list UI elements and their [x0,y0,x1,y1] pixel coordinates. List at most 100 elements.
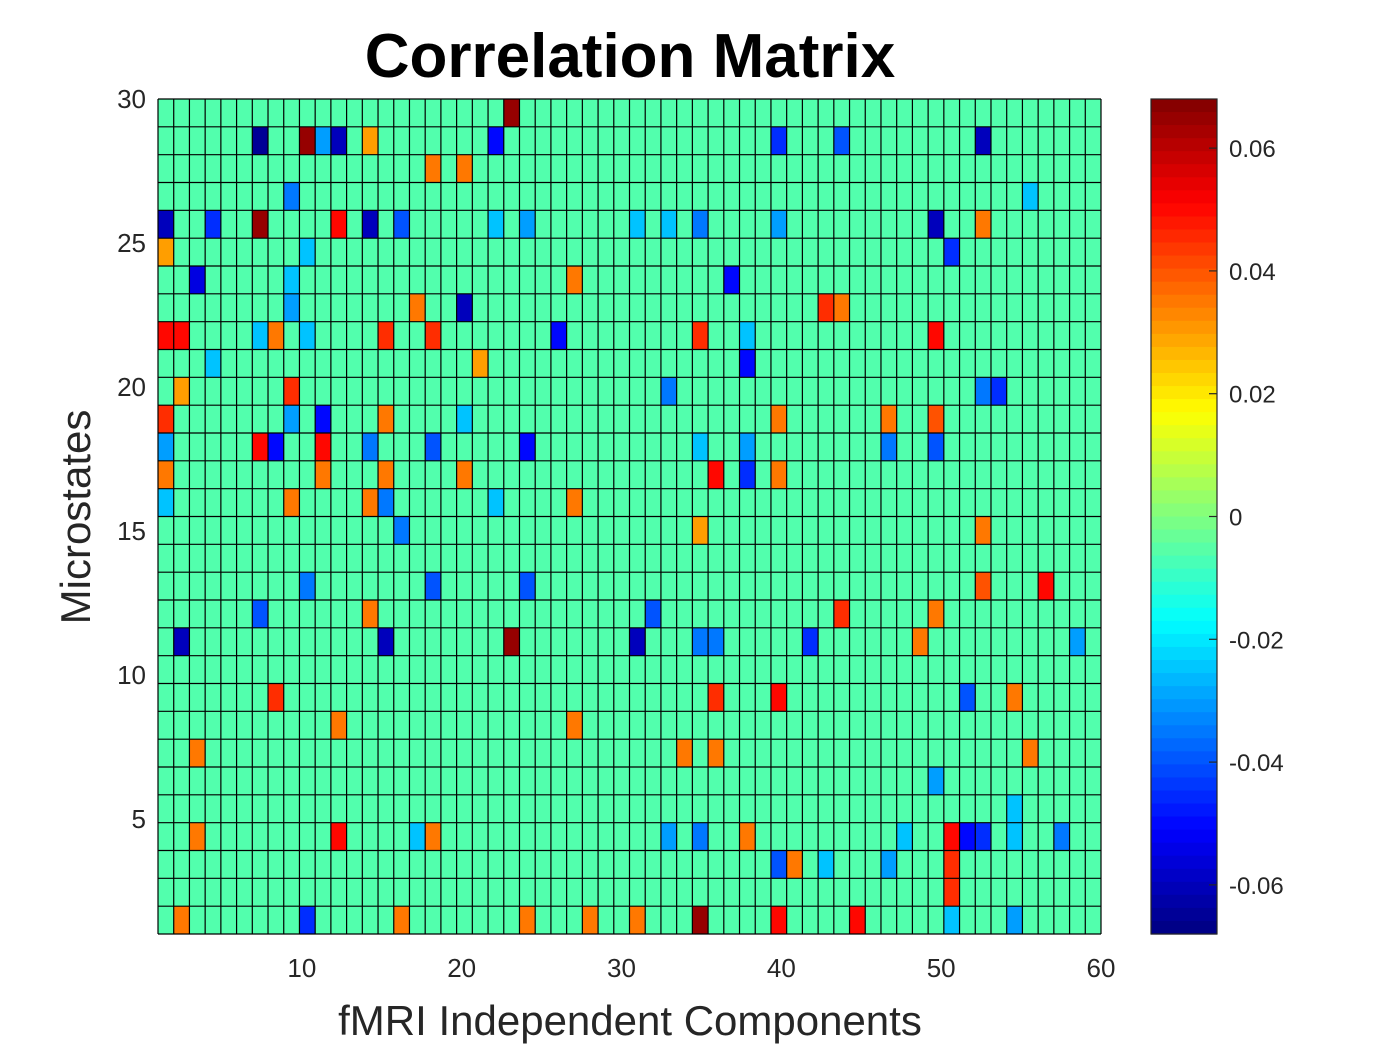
heatmap-cell [252,321,269,350]
colorbar-segment [1151,842,1217,857]
heatmap-cell [660,822,677,851]
heatmap-cell [739,321,756,350]
heatmap-cell [928,600,944,628]
heatmap-cell [833,293,850,322]
colorbar-segment [1151,920,1217,935]
colorbar-segment [1151,412,1217,426]
colorbar-segment [1151,216,1217,231]
colorbar-segment [1151,177,1217,191]
heatmap-cell [315,405,331,433]
heatmap-cell [943,238,960,266]
colorbar-segment [1151,190,1217,204]
colorbar-segment [1151,529,1217,544]
heatmap-cell [880,405,897,433]
heatmap-cell [975,210,991,239]
heatmap-cell [928,210,944,239]
colorbar-segment [1151,99,1217,113]
heatmap-cell [519,572,536,600]
heatmap-cell [252,433,269,461]
colorbar-segment [1151,686,1217,700]
heatmap-cell [330,126,347,155]
heatmap-cell [692,906,709,934]
heatmap-cell [566,711,583,740]
heatmap-cell [409,822,426,851]
heatmap-cell [425,321,441,350]
heatmap-cell [818,850,834,879]
heatmap-cell [299,238,316,266]
heatmap-cell [519,906,536,934]
x-axis-label: fMRI Independent Components [338,997,922,1044]
heatmap-cell [158,405,174,433]
y-axis-ticks: 5 10 15 20 25 30 [117,84,146,834]
y-tick-label: 25 [117,228,146,258]
heatmap-cell [158,238,174,266]
colorbar-segment [1151,138,1217,152]
heatmap-cell [629,210,646,239]
heatmap-cell [645,600,661,628]
heatmap-cell [566,266,583,294]
colorbar-segment [1151,764,1217,779]
heatmap-cell [425,822,441,851]
heatmap-cell [158,460,174,489]
heatmap-cell [739,433,756,461]
heatmap-cell [173,906,190,934]
heatmap-cell [770,906,787,934]
heatmap-cell [456,405,473,433]
heatmap-cell [158,488,174,517]
heatmap-cell [818,293,834,322]
heatmap-cell [503,99,520,127]
heatmap-cell [959,683,976,712]
heatmap-cell [770,126,787,155]
heatmap-cell [315,126,331,155]
chart-title: Correlation Matrix [365,22,896,91]
heatmap-cell [456,293,473,322]
heatmap-cell [896,822,913,851]
heatmap-cell [660,210,677,239]
heatmap-cell [770,683,787,712]
heatmap-cell [708,683,724,712]
heatmap-cell [252,210,269,239]
colorbar-tick-label: 0.04 [1229,259,1276,286]
heatmap-cell [519,210,536,239]
colorbar-segment [1151,751,1217,765]
colorbar-segment [1151,464,1217,478]
colorbar-segment [1151,594,1217,609]
heatmap-cell [158,210,174,239]
colorbar-tick-label: 0 [1229,505,1242,532]
heatmap-cell [299,906,316,934]
heatmap-cell [802,627,819,656]
heatmap-cell [975,516,991,545]
x-tick-label: 40 [767,953,796,983]
colorbar-segment [1151,699,1217,713]
colorbar-segment [1151,477,1217,492]
heatmap-cell [393,516,410,545]
heatmap-cell [943,850,960,879]
heatmap-cell [833,126,850,155]
heatmap-cell [1053,822,1070,851]
colorbar-segment [1151,829,1217,844]
heatmap-cell [1006,794,1023,823]
heatmap-cell [299,572,316,600]
heatmap-cell [283,182,300,211]
heatmap-cell [943,822,960,851]
colorbar-segment [1151,777,1217,792]
heatmap-cell [676,739,693,767]
heatmap-cell [739,460,756,489]
heatmap-cell [330,822,347,851]
heatmap-cell [770,405,787,433]
heatmap-cell [1006,906,1023,934]
colorbar-segment [1151,242,1217,257]
colorbar-tick-label: 0.02 [1229,382,1276,409]
colorbar-segment [1151,646,1217,661]
colorbar-segment [1151,320,1217,335]
heatmap-cell [299,126,316,155]
colorbar-segment [1151,399,1217,413]
colorbar-segment [1151,112,1217,126]
x-tick-label: 50 [927,953,956,983]
heatmap-cell [362,433,379,461]
heatmap-cell [189,266,206,294]
heatmap-cell [959,822,976,851]
colorbar-segment [1151,386,1217,400]
heatmap-cell [975,126,991,155]
